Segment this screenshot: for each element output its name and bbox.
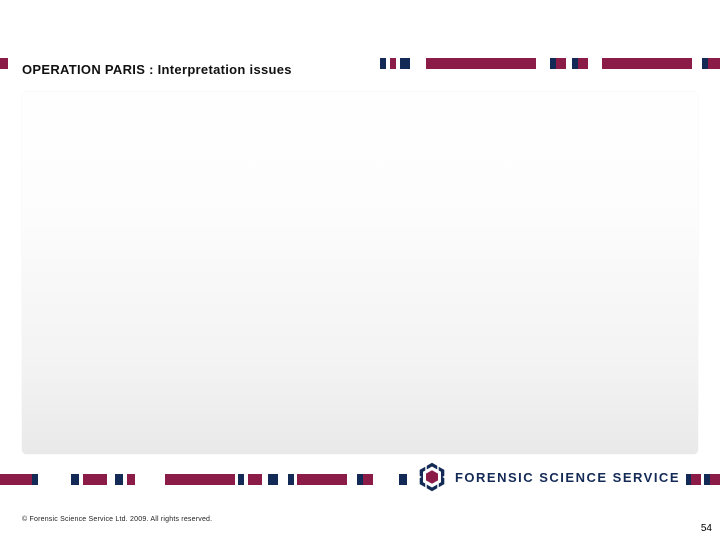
band-segment	[373, 474, 399, 485]
band-segment	[71, 474, 79, 485]
copyright-text: © Forensic Science Service Ltd. 2009. Al…	[22, 516, 212, 523]
band-segment	[556, 58, 566, 69]
band-segment	[710, 474, 720, 485]
band-segment	[363, 474, 373, 485]
band-segment	[692, 58, 702, 69]
band-segment	[83, 474, 107, 485]
band-segment	[691, 474, 701, 485]
brand-mark-icon	[417, 462, 447, 492]
band-segment	[708, 58, 720, 69]
band-segment	[248, 474, 262, 485]
band-segment	[278, 474, 288, 485]
band-segment	[41, 474, 71, 485]
band-segment	[268, 474, 278, 485]
band-segment	[399, 474, 407, 485]
slide: OPERATION PARIS : Interpretation issues …	[0, 0, 720, 540]
band-segment	[0, 58, 8, 69]
band-segment	[578, 58, 588, 69]
band-segment	[127, 474, 135, 485]
band-segment	[135, 474, 165, 485]
band-segment	[115, 474, 123, 485]
content-area	[22, 92, 698, 454]
band-segment	[0, 474, 32, 485]
band-segment	[426, 58, 536, 69]
band-segment	[410, 58, 426, 69]
brand-text: FORENSIC SCIENCE SERVICE	[455, 471, 680, 484]
page-number: 54	[701, 523, 712, 534]
band-segment	[165, 474, 235, 485]
band-segment	[347, 474, 357, 485]
band-segment	[588, 58, 602, 69]
band-segment	[536, 58, 550, 69]
brand-logo: FORENSIC SCIENCE SERVICE	[411, 462, 686, 492]
band-segment	[107, 474, 115, 485]
band-segment	[297, 474, 347, 485]
band-segment	[602, 58, 692, 69]
slide-title: OPERATION PARIS : Interpretation issues	[22, 62, 292, 77]
band-segment	[400, 58, 410, 69]
